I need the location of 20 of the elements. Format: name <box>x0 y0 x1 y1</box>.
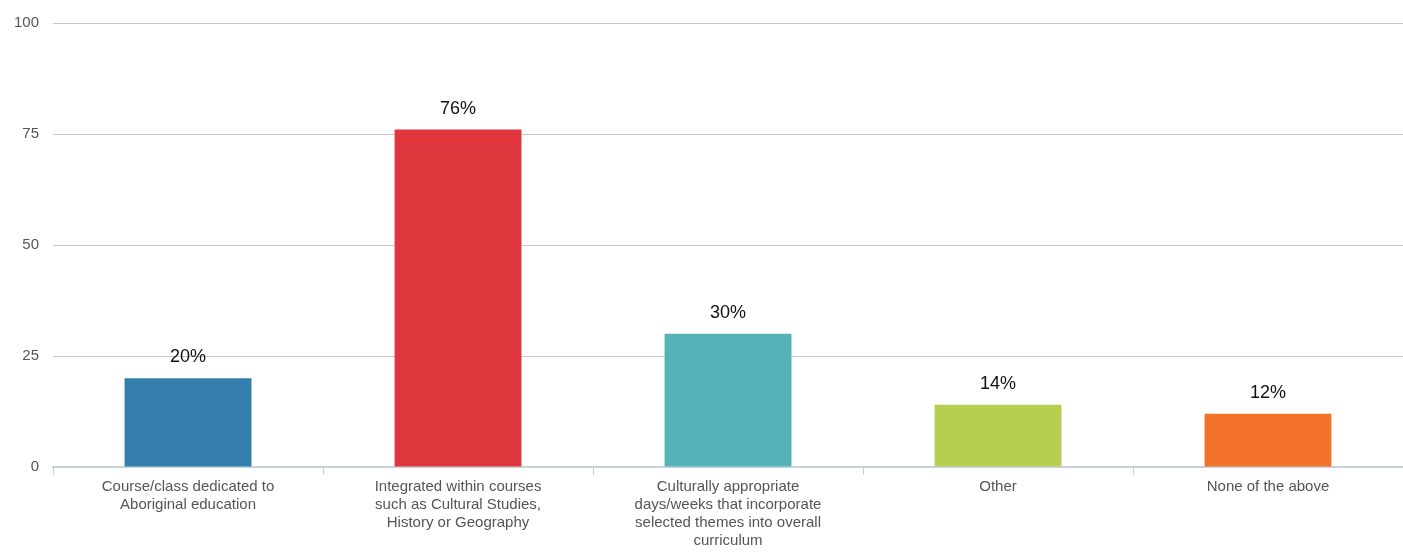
y-tick-label: 75 <box>22 124 40 142</box>
y-tick-label: 0 <box>30 457 40 475</box>
y-tick-label: 100 <box>14 13 40 31</box>
bar <box>664 333 792 467</box>
data-label: 30% <box>710 301 747 322</box>
x-tick-label: None of the above <box>1206 477 1330 495</box>
x-tick-label: Culturally appropriate days/weeks that incorporate selected themes into overall curriculum <box>634 477 822 549</box>
bar <box>934 404 1062 467</box>
data-label: 76% <box>440 97 477 118</box>
x-tick-label: Integrated within courses such as Cultural Studies, History or Geography <box>374 477 542 531</box>
data-label: 14% <box>979 372 1017 393</box>
bar <box>394 129 522 467</box>
x-tick-label: Course/class dedicated to Aboriginal education <box>101 477 275 513</box>
data-label: 12% <box>1249 381 1287 402</box>
x-tick-label: Other <box>979 477 1017 495</box>
y-tick-label: 50 <box>22 235 40 253</box>
bar <box>1204 413 1332 467</box>
bar <box>124 378 252 467</box>
data-label: 20% <box>170 346 207 367</box>
y-tick-label: 25 <box>22 346 40 364</box>
